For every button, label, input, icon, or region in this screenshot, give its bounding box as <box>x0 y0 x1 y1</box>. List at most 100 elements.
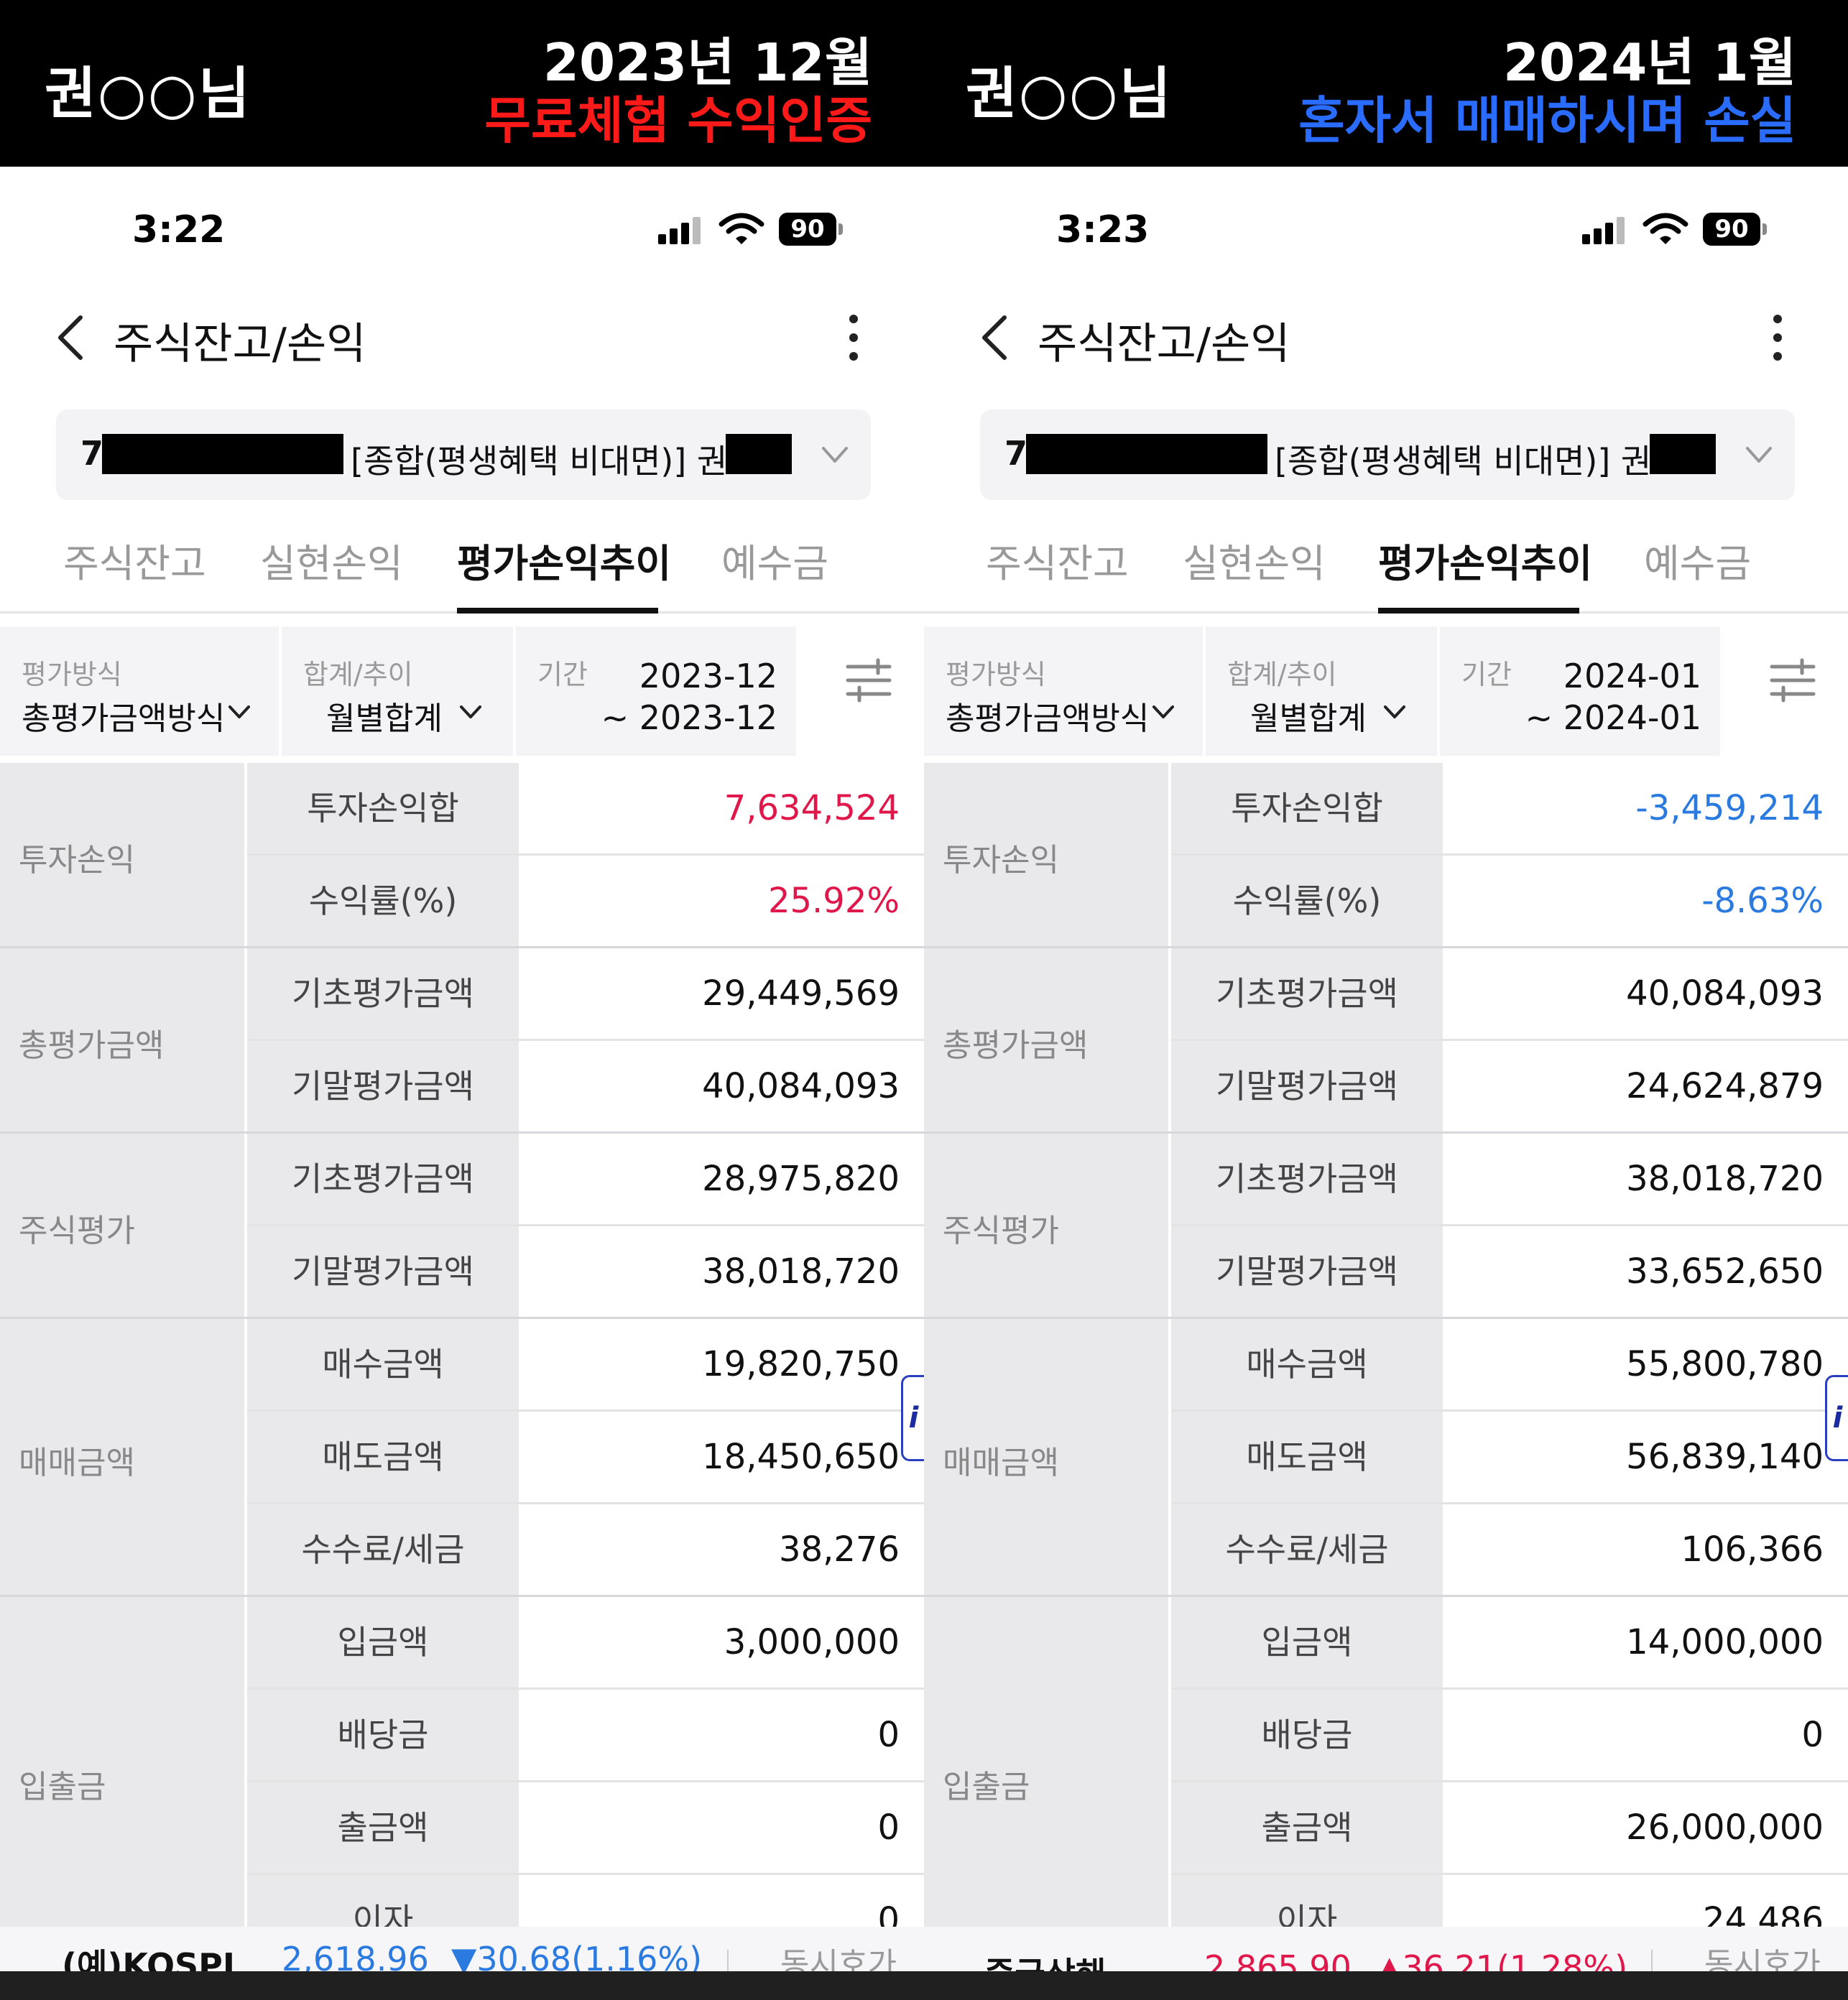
row-group-label: 주식평가 <box>19 1213 135 1249</box>
tab-valuation-pl-trend[interactable]: 평가손익추이 <box>457 541 672 586</box>
tab-realized-pl[interactable]: 실현손익 <box>260 541 403 586</box>
period-to: ~ 2023-12 <box>601 698 777 737</box>
ticker-divider <box>1651 1950 1653 1978</box>
info-badge[interactable]: i <box>901 1375 924 1461</box>
cellular-signal-icon <box>658 216 708 244</box>
row-value: 7,634,524 <box>520 763 924 853</box>
row-value: 106,366 <box>1444 1504 1848 1595</box>
signal-bar <box>681 223 689 244</box>
home-indicator-area <box>924 1971 1848 2000</box>
row-label: 수수료/세금 <box>1171 1504 1443 1595</box>
row-value: 0 <box>520 1875 924 1927</box>
filter-period[interactable]: 기간 2023-12 ~ 2023-12 <box>516 626 796 756</box>
column-divider <box>1168 763 1171 1927</box>
screenshot-panel-right: 권○○님 2024년 1월 혼자서 매매하시며 손실 3:23 90 주식잔고/… <box>924 0 1848 2000</box>
row-group-label: 총평가금액 <box>943 1027 1089 1064</box>
signal-bar <box>1594 228 1602 244</box>
table-row: 수익률(%) -8.63% <box>924 856 1848 948</box>
row-label: 배당금 <box>247 1690 519 1780</box>
table-row: 매수금액 55,800,780 <box>924 1319 1848 1412</box>
row-label: 입금액 <box>247 1597 519 1688</box>
chevron-left-icon[interactable] <box>52 309 92 366</box>
filter-valuation-method[interactable]: 평가방식 총평가금액방식 <box>924 626 1203 756</box>
filter-value: 월별합계 <box>326 700 443 737</box>
row-value: 40,084,093 <box>1444 948 1848 1039</box>
row-label: 기말평가금액 <box>247 1041 519 1131</box>
signal-bar <box>658 234 666 244</box>
filter-settings-icon[interactable] <box>1769 657 1816 704</box>
signal-bar <box>670 228 678 244</box>
row-value: 18,450,650 <box>520 1412 924 1502</box>
row-value: 28,975,820 <box>520 1134 924 1224</box>
account-selector[interactable]: 7 [종합(평생혜택 비대면)] 권 <box>980 409 1795 500</box>
chevron-down-icon <box>822 447 848 463</box>
row-value: 29,449,569 <box>520 948 924 1039</box>
table-row: 기말평가금액 33,652,650 <box>924 1226 1848 1319</box>
filter-valuation-method[interactable]: 평가방식 총평가금액방식 <box>0 626 279 756</box>
tab-deposit[interactable]: 예수금 <box>1644 541 1752 586</box>
banner-caption: 무료체험 수익인증 <box>484 91 872 150</box>
row-label: 기말평가금액 <box>1171 1226 1443 1317</box>
group-separator <box>0 1131 924 1134</box>
filter-sum-trend[interactable]: 합계/추이 월별합계 <box>1206 626 1437 756</box>
tab-stock-balance[interactable]: 주식잔고 <box>63 541 206 586</box>
tab-valuation-pl-trend[interactable]: 평가손익추이 <box>1378 541 1593 586</box>
row-group: 주식평가 <box>0 1134 244 1317</box>
row-separator <box>1171 1688 1848 1690</box>
filter-value: 총평가금액방식 <box>946 700 1150 737</box>
tab-deposit[interactable]: 예수금 <box>721 541 829 586</box>
more-vertical-icon[interactable] <box>1763 309 1792 366</box>
table-row: 배당금 0 <box>0 1690 924 1782</box>
table-row: 수수료/세금 38,276 <box>0 1504 924 1597</box>
page-title: 주식잔고/손익 <box>1038 319 1290 369</box>
row-separator <box>247 1224 924 1226</box>
period-to: ~ 2024-01 <box>1525 698 1701 737</box>
row-value: 24,624,879 <box>1444 1041 1848 1131</box>
home-indicator-area <box>0 1971 924 2000</box>
banner-caption: 혼자서 매매하시며 손실 <box>1298 91 1796 150</box>
cellular-signal-icon <box>1582 216 1632 244</box>
wifi-icon <box>719 213 764 244</box>
row-label: 출금액 <box>1171 1782 1443 1873</box>
row-separator <box>1171 853 1848 856</box>
tab-stock-balance[interactable]: 주식잔고 <box>986 541 1129 586</box>
row-label: 이자 <box>247 1875 519 1927</box>
group-separator <box>0 1317 924 1319</box>
filter-label: 평가방식 <box>946 659 1046 690</box>
banner-customer-name: 권○○님 <box>966 62 1173 126</box>
row-label: 기초평가금액 <box>247 948 519 1039</box>
filter-value: 월별합계 <box>1250 700 1367 737</box>
row-group: 매매금액 <box>924 1319 1168 1595</box>
row-group: 총평가금액 <box>0 948 244 1131</box>
row-group-label: 매매금액 <box>19 1445 135 1481</box>
filter-period[interactable]: 기간 2024-01 ~ 2024-01 <box>1440 626 1720 756</box>
header-banner: 권○○님 2024년 1월 혼자서 매매하시며 손실 <box>924 0 1848 167</box>
group-separator <box>0 946 924 948</box>
table-row: 기말평가금액 24,624,879 <box>924 1041 1848 1134</box>
row-separator <box>247 1039 924 1041</box>
chevron-down-icon <box>228 705 250 718</box>
more-vertical-icon[interactable] <box>839 309 868 366</box>
signal-bar <box>1617 217 1625 244</box>
chevron-left-icon[interactable] <box>976 309 1016 366</box>
account-number-redaction <box>102 434 343 474</box>
row-group: 입출금 <box>0 1597 244 1927</box>
row-value: 25.92% <box>520 856 924 946</box>
row-value: 19,820,750 <box>520 1319 924 1409</box>
row-label: 기초평가금액 <box>247 1134 519 1224</box>
row-value: -8.63% <box>1444 856 1848 946</box>
table-row: 매수금액 19,820,750 <box>0 1319 924 1412</box>
row-separator <box>247 1873 924 1875</box>
filter-settings-icon[interactable] <box>845 657 892 704</box>
row-value: 55,800,780 <box>1444 1319 1848 1409</box>
row-separator <box>1171 1039 1848 1041</box>
tab-realized-pl[interactable]: 실현손익 <box>1183 541 1326 586</box>
row-label: 수수료/세금 <box>247 1504 519 1595</box>
row-label: 기말평가금액 <box>1171 1041 1443 1131</box>
account-selector[interactable]: 7 [종합(평생혜택 비대면)] 권 <box>56 409 871 500</box>
info-badge[interactable]: i <box>1825 1375 1848 1461</box>
row-label: 투자손익합 <box>1171 763 1443 853</box>
table-row: 수익률(%) 25.92% <box>0 856 924 948</box>
filter-sum-trend[interactable]: 합계/추이 월별합계 <box>282 626 513 756</box>
row-separator <box>247 1688 924 1690</box>
